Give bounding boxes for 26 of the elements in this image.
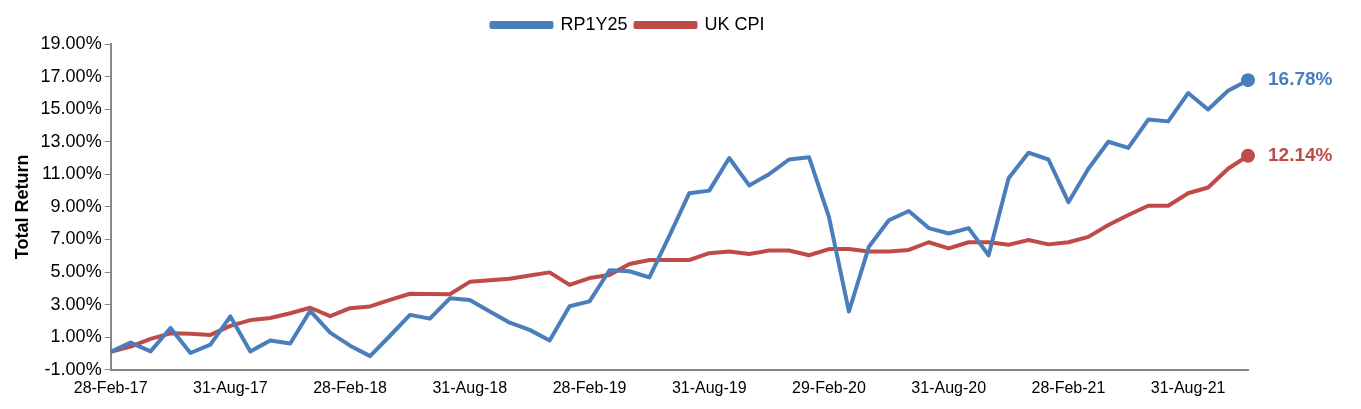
legend-label: UK CPI (704, 13, 765, 34)
y-tick-label: 15.00% (40, 98, 102, 119)
x-tick-label: 31-Aug-21 (1150, 378, 1226, 396)
y-tick-label: -1.00% (44, 358, 102, 379)
y-tick-label: 13.00% (40, 130, 102, 151)
x-tick-label: 28-Feb-17 (73, 378, 148, 396)
y-tick-label: 3.00% (50, 293, 102, 314)
legend-label: RP1Y25 (560, 13, 628, 34)
x-tick-label: 31-Aug-19 (671, 378, 747, 396)
x-tick-label: 31-Aug-18 (432, 378, 508, 396)
data-label: 16.78% (1268, 68, 1333, 90)
y-tick-label: 5.00% (50, 261, 102, 282)
x-tick-label: 29-Feb-20 (792, 378, 866, 396)
x-tick-label: 28-Feb-19 (552, 378, 627, 396)
y-axis-title: Total Return (11, 154, 32, 260)
x-tick-label: 31-Aug-20 (911, 378, 987, 396)
x-tick-label: 28-Feb-18 (313, 378, 388, 396)
x-tick-label: 28-Feb-21 (1031, 378, 1106, 396)
x-tick-label: 31-Aug-17 (193, 378, 268, 396)
y-tick-label: 17.00% (40, 65, 102, 86)
y-tick-label: 7.00% (50, 228, 102, 249)
y-tick-label: 9.00% (50, 195, 102, 216)
y-tick-label: 1.00% (50, 326, 102, 347)
y-tick-label: 19.00% (40, 32, 102, 53)
data-label: 12.14% (1268, 143, 1333, 165)
y-tick-label: 11.00% (41, 163, 102, 184)
